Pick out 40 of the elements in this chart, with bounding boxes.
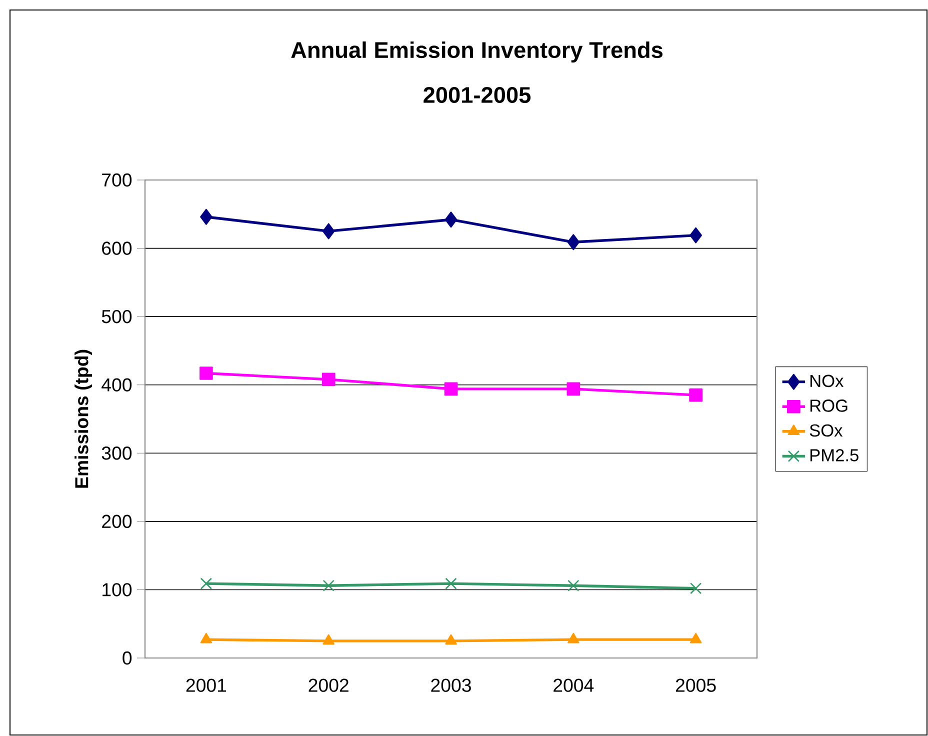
y-tick-label: 400 <box>102 378 132 392</box>
legend-label: SOx <box>810 424 843 437</box>
chart-subtitle: 2001-2005 <box>424 86 531 104</box>
point <box>200 366 213 380</box>
point <box>568 580 580 592</box>
point <box>690 227 702 244</box>
y-tick-label: 200 <box>102 514 132 528</box>
x-tick-label: 2002 <box>308 678 348 692</box>
point <box>200 208 212 225</box>
x-tick-label: 2001 <box>186 678 226 692</box>
point <box>200 632 212 644</box>
y-tick-label: 600 <box>102 242 132 255</box>
legend-label: PM2.5 <box>810 449 858 462</box>
point <box>566 382 580 396</box>
point <box>445 578 457 590</box>
point <box>322 580 334 592</box>
point <box>445 634 457 645</box>
point <box>444 212 458 228</box>
x-tick-label: 2005 <box>676 678 716 692</box>
y-tick-label: 300 <box>102 446 132 460</box>
point <box>200 578 212 590</box>
legend-label: ROG <box>810 400 848 412</box>
chart-title: Annual Emission Inventory Trends <box>291 41 663 63</box>
point <box>689 388 702 402</box>
point <box>322 634 334 645</box>
point <box>322 223 335 240</box>
point <box>690 632 702 644</box>
point <box>567 234 580 250</box>
x-tick-label: 2003 <box>431 678 471 692</box>
x-tick-label: 2004 <box>554 678 594 692</box>
point <box>444 382 458 396</box>
y-tick-label: 700 <box>102 173 132 187</box>
y-tick-label: 100 <box>102 583 132 596</box>
y-axis-title: Emissions (tpd) <box>74 350 92 488</box>
point <box>568 632 580 644</box>
y-tick-label: 500 <box>102 310 132 324</box>
point <box>322 372 336 386</box>
point <box>690 582 702 594</box>
y-tick-label: 0 <box>122 651 132 665</box>
legend-label: NOx <box>810 374 844 388</box>
